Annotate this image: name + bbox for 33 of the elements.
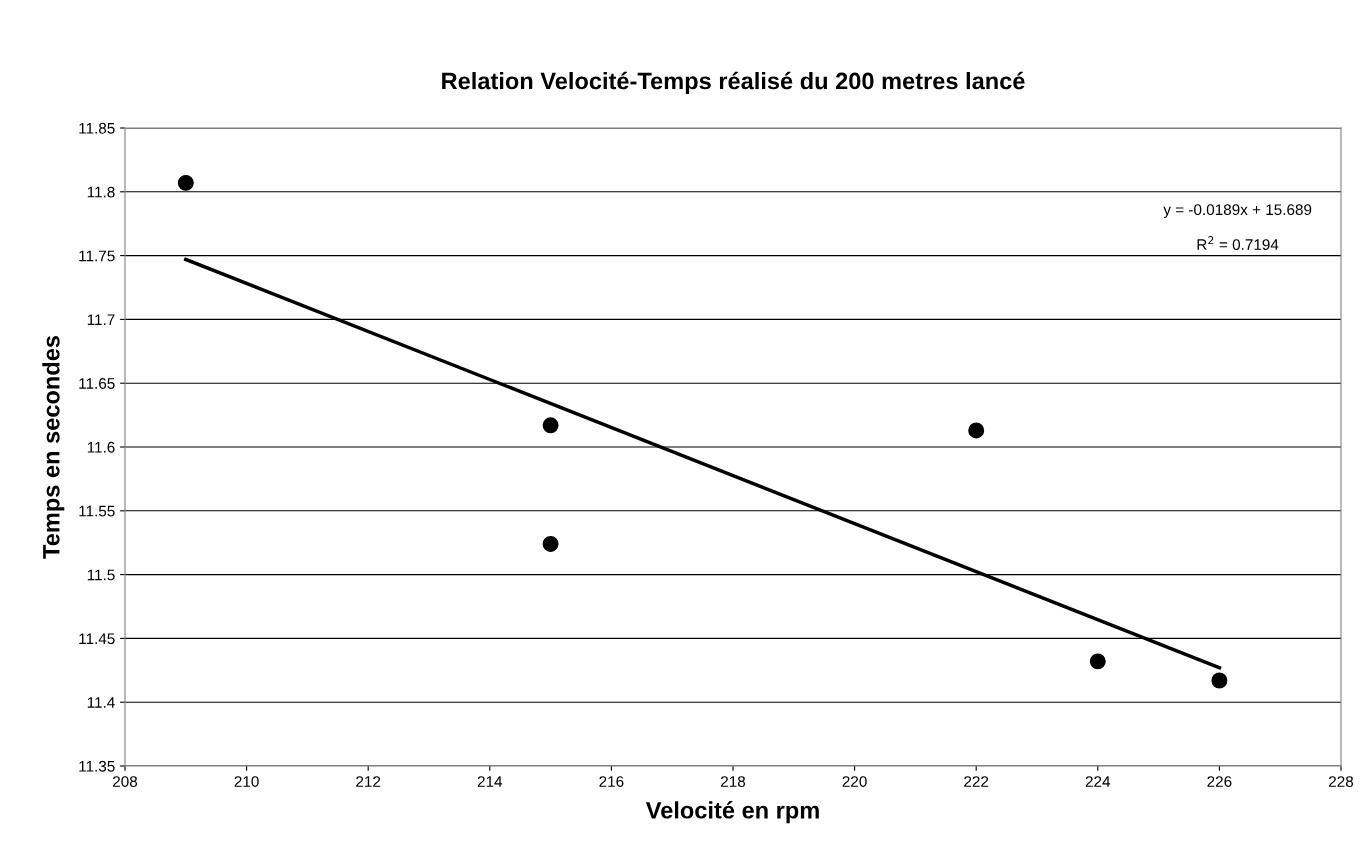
point [1089, 653, 1106, 670]
x-tick-label: 218 [721, 776, 746, 787]
chart-title: Relation Velocité-Temps réalisé du 200 metres lancé [442, 71, 1025, 95]
annotation: R$^{2}$ = 0.7194 [1197, 236, 1279, 251]
y-tick-label: 11.35 [79, 760, 115, 772]
x-tick-label: 228 [1329, 776, 1354, 787]
point [542, 417, 559, 434]
x-tick-label: 224 [1085, 776, 1111, 787]
x-tick-label: 226 [1207, 776, 1232, 787]
point [177, 174, 194, 191]
y-tick-label: 11.7 [87, 314, 115, 325]
x-tick-label: 208 [113, 776, 138, 787]
y-tick-label: 11.5 [87, 569, 115, 581]
point [1211, 672, 1228, 689]
x-tick-label: 212 [356, 776, 381, 787]
x-axis-title: Velocité en rpm [645, 801, 819, 824]
x-tick-label: 210 [234, 776, 259, 787]
x-tick-label: 216 [599, 776, 624, 787]
y-tick-label: 11.45 [79, 633, 115, 645]
y-tick-label: 11.85 [79, 122, 115, 134]
x-tick-label: 220 [842, 776, 867, 787]
y-tick-label: 11.8 [87, 186, 115, 198]
annotation: y = -0.0189x + 15.689 [1163, 204, 1312, 219]
y-tick-label: 11.75 [79, 250, 115, 262]
x-tick-label: 214 [477, 776, 503, 787]
point [968, 422, 985, 439]
x-tick-label: 222 [964, 776, 989, 787]
y-tick-label: 11.65 [79, 378, 115, 389]
y-tick-label: 11.55 [79, 505, 115, 517]
y-axis-title: Temps en secondes [42, 335, 65, 559]
y-tick-label: 11.4 [87, 697, 115, 708]
point [542, 535, 559, 552]
y-tick-label: 11.6 [87, 441, 115, 453]
